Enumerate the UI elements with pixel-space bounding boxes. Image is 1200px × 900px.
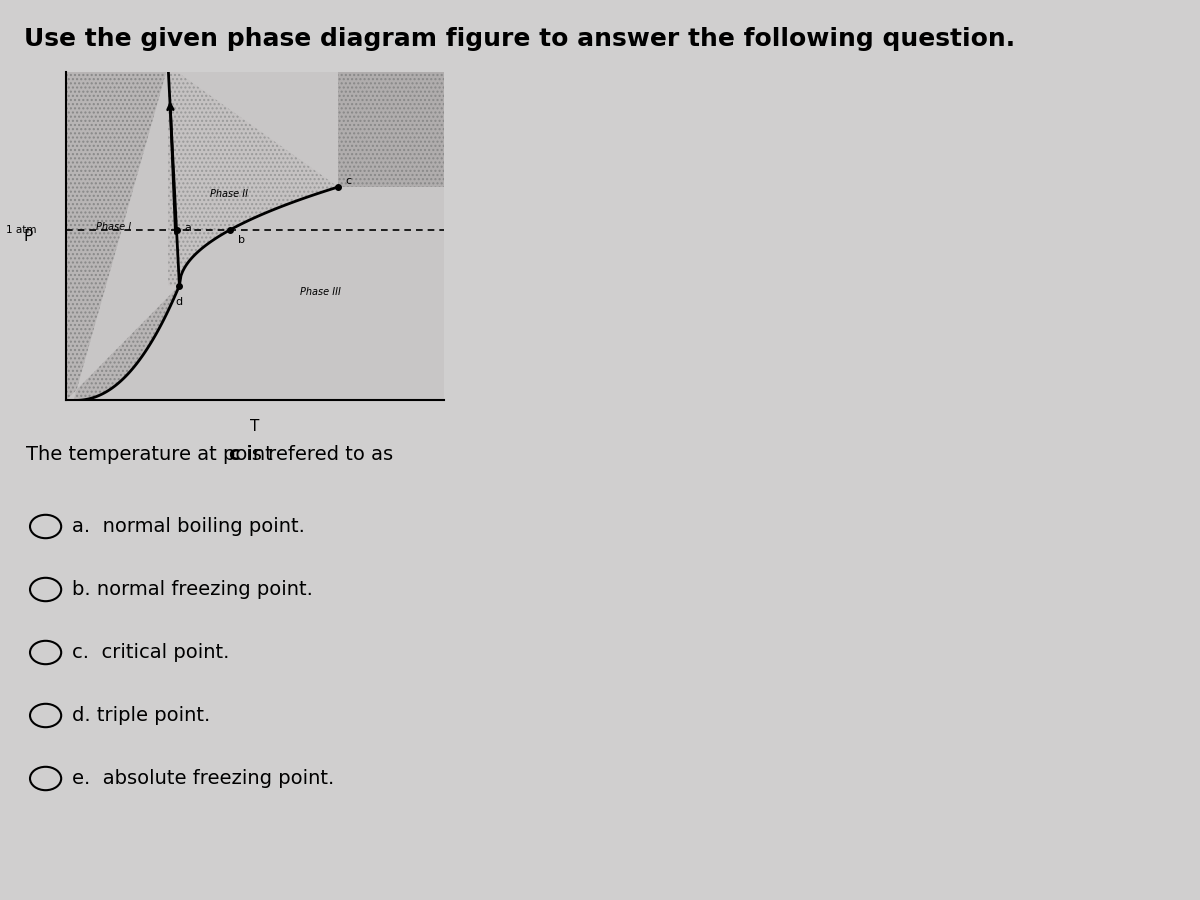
Text: Phase III: Phase III — [300, 287, 341, 297]
Text: Phase l: Phase l — [96, 221, 131, 231]
Polygon shape — [168, 66, 338, 285]
Text: c: c — [228, 445, 240, 464]
Text: The temperature at point: The temperature at point — [26, 445, 280, 464]
Text: T: T — [251, 419, 259, 435]
Text: e.  absolute freezing point.: e. absolute freezing point. — [72, 769, 335, 788]
Polygon shape — [66, 66, 180, 400]
Text: Phase II: Phase II — [210, 189, 247, 199]
Text: a.  normal boiling point.: a. normal boiling point. — [72, 517, 305, 536]
Polygon shape — [338, 66, 444, 187]
Text: d. triple point.: d. triple point. — [72, 706, 210, 725]
Text: 1 atm: 1 atm — [6, 225, 36, 235]
Text: d: d — [175, 297, 182, 307]
Text: a: a — [184, 223, 191, 233]
Text: b: b — [238, 235, 245, 245]
Text: Use the given phase diagram figure to answer the following question.: Use the given phase diagram figure to an… — [24, 27, 1015, 51]
Text: is refered to as: is refered to as — [240, 445, 394, 464]
Text: b. normal freezing point.: b. normal freezing point. — [72, 580, 313, 599]
Text: c: c — [346, 176, 352, 185]
Text: c.  critical point.: c. critical point. — [72, 643, 229, 662]
Text: P: P — [24, 229, 32, 244]
